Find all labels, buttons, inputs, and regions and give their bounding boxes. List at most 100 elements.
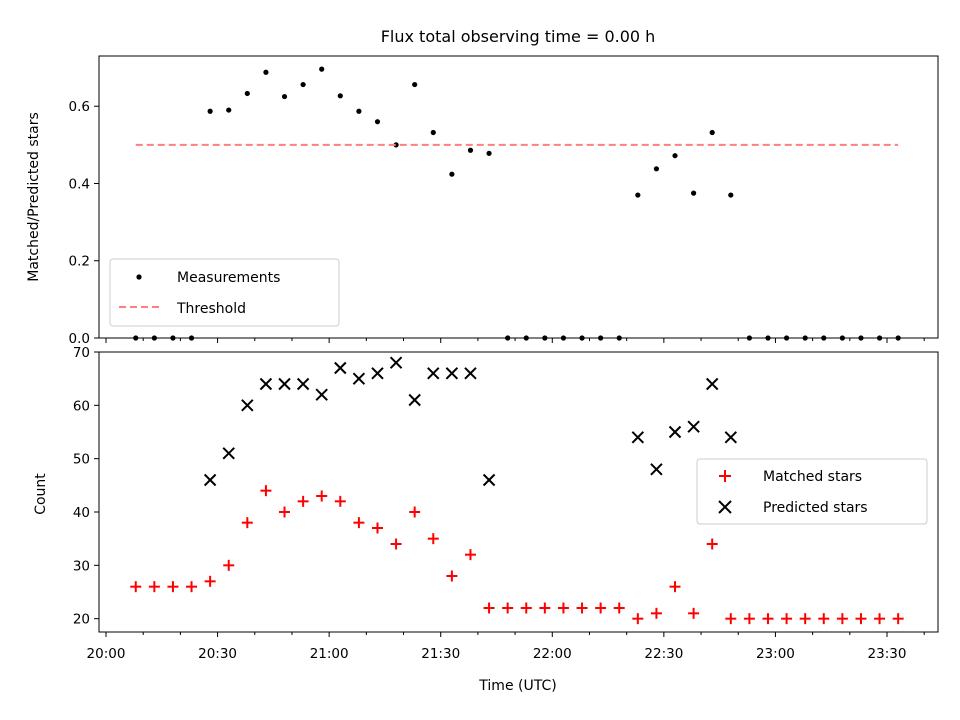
matched-point: [762, 613, 774, 625]
measurement-point: [356, 108, 362, 114]
matched-point: [409, 506, 421, 518]
matched-point: [613, 602, 625, 614]
measurement-point: [226, 107, 232, 113]
matched-point: [632, 613, 644, 625]
measurement-point: [412, 81, 418, 88]
legend-matched-marker: [719, 470, 731, 482]
predicted-point: [241, 399, 254, 412]
predicted-point: [334, 361, 347, 375]
matched-point: [204, 575, 216, 587]
measurement-point: [672, 153, 678, 159]
predicted-point: [631, 431, 645, 444]
measurement-point: [393, 142, 399, 148]
matched-point: [223, 559, 235, 571]
count-y-ticks: 20 30 40 50 60 70: [73, 345, 99, 628]
predicted-point: [389, 356, 403, 369]
matched-point: [502, 602, 514, 614]
predicted-point: [687, 420, 700, 433]
predicted-point: [278, 377, 291, 391]
count-panel: 20 30 40 50 60 70 20:00 20:30 21:00 21:30 22:00 22…: [33, 345, 939, 694]
measurement-point: [319, 66, 325, 72]
predicted-point: [371, 367, 384, 380]
measurement-point: [635, 192, 641, 198]
matched-point: [148, 581, 160, 593]
matched-point: [186, 581, 198, 593]
predicted-point: [352, 372, 366, 385]
matched-point: [297, 495, 309, 507]
measurement-point: [430, 129, 436, 136]
chart-title: Flux total observing time = 0.00 h: [381, 27, 656, 46]
count-plot-frame: [98, 351, 939, 633]
matched-point: [874, 613, 886, 625]
x-tick-label: 21:30: [421, 646, 460, 662]
matched-point: [371, 522, 383, 534]
ratio-legend-box: [109, 258, 340, 327]
y-tick-label: 0.4: [69, 176, 90, 192]
count-y-axis-label: Count: [33, 473, 49, 515]
measurement-point: [300, 81, 306, 88]
y-tick-label: 50: [73, 452, 90, 468]
matched-point: [595, 602, 607, 614]
predicted-point: [705, 377, 719, 391]
predicted-point: [408, 393, 421, 407]
matched-point: [892, 613, 904, 625]
matched-point: [743, 613, 755, 625]
x-tick-label: 22:30: [644, 646, 683, 662]
predicted-point: [482, 473, 496, 487]
predicted-point: [315, 388, 328, 401]
matched-point: [669, 581, 681, 593]
matched-point: [464, 549, 476, 561]
predicted-point: [222, 447, 235, 460]
y-tick-label: 0.2: [69, 254, 90, 270]
measurement-point: [207, 108, 213, 114]
matched-point: [725, 613, 737, 625]
ratio-legend: Measurements Threshold: [109, 258, 340, 327]
matched-point: [520, 602, 532, 614]
predicted-point: [427, 367, 440, 380]
matched-point: [539, 602, 551, 614]
matched-point: [650, 607, 662, 619]
measurement-point: [709, 129, 715, 136]
measurement-point: [244, 90, 250, 97]
measurement-point: [449, 171, 455, 177]
legend-predicted-marker: [718, 500, 732, 514]
matched-point: [260, 485, 272, 497]
matched-point: [836, 613, 848, 625]
predicted-point: [668, 425, 682, 439]
matched-point: [316, 490, 328, 502]
matched-point: [818, 613, 830, 625]
matched-point: [427, 533, 439, 545]
matched-point: [483, 602, 495, 614]
legend-measurements-marker: [136, 274, 142, 280]
y-tick-label: 0.0: [69, 331, 90, 347]
y-tick-label: 60: [73, 398, 90, 414]
count-x-ticks: 20:00 20:30 21:00 21:30 22:00 22:30 23:00 23:30: [87, 632, 925, 662]
measurement-point: [467, 147, 474, 153]
predicted-point: [445, 367, 459, 380]
legend-predicted-label: Predicted stars: [763, 500, 868, 516]
x-tick-label: 23:30: [868, 646, 907, 662]
predicted-point: [724, 431, 738, 444]
matched-point: [279, 506, 291, 518]
measurement-point: [728, 192, 734, 198]
count-legend-box: [696, 458, 928, 525]
measurement-point: [486, 150, 492, 156]
predicted-point: [650, 463, 663, 476]
measurement-point: [653, 166, 660, 172]
matched-point: [799, 613, 811, 625]
y-tick-label: 70: [73, 345, 90, 361]
matched-point: [241, 517, 253, 529]
matched-point: [855, 613, 867, 625]
matched-point: [353, 517, 365, 529]
count-legend: Matched stars Predicted stars: [696, 458, 928, 525]
x-tick-label: 21:00: [310, 646, 349, 662]
legend-measurements-label: Measurements: [177, 270, 280, 286]
measurement-point: [337, 93, 343, 99]
ratio-y-axis-label: Matched/Predicted stars: [26, 112, 42, 282]
y-tick-label: 30: [73, 558, 90, 574]
matched-point: [390, 538, 402, 550]
matched-point: [167, 581, 179, 593]
matched-point: [446, 570, 458, 582]
measurement-point: [281, 93, 288, 100]
